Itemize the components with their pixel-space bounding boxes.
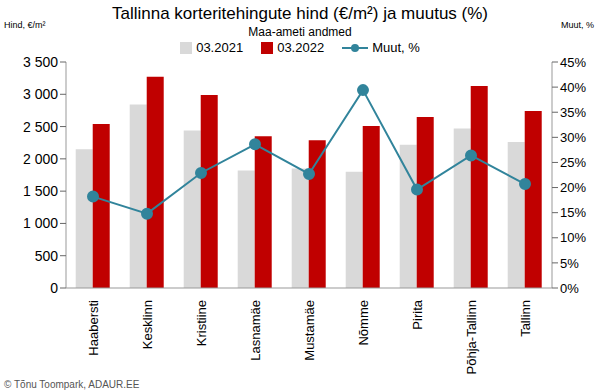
svg-text:10%: 10% xyxy=(560,230,586,245)
svg-text:40%: 40% xyxy=(560,80,586,95)
html-text:Muut, %: Muut, % xyxy=(372,40,420,55)
svg-text:Pirita: Pirita xyxy=(410,299,425,329)
svg-text:3 500: 3 500 xyxy=(23,54,58,70)
svg-text:25%: 25% xyxy=(560,155,586,170)
svg-text:2 000: 2 000 xyxy=(23,151,58,167)
html-text:Hind, €/m²: Hind, €/m² xyxy=(4,20,46,30)
svg-text:Haabersti: Haabersti xyxy=(86,300,101,356)
svg-text:Kristiine: Kristiine xyxy=(194,300,209,346)
svg-text:Lasnamäe: Lasnamäe xyxy=(248,300,263,361)
svg-text:Nõmme: Nõmme xyxy=(356,300,371,346)
html-text:03.2021: 03.2021 xyxy=(196,40,244,55)
svg-text:30%: 30% xyxy=(560,130,586,145)
svg-text:15%: 15% xyxy=(560,205,586,220)
svg-text:Põhja-Tallinn: Põhja-Tallinn xyxy=(464,300,479,374)
svg-text:2 500: 2 500 xyxy=(23,119,58,135)
svg-text:Tallinn: Tallinn xyxy=(518,300,533,337)
svg-text:0: 0 xyxy=(50,280,58,296)
svg-text:0%: 0% xyxy=(560,281,579,296)
html-text:03.2022: 03.2022 xyxy=(277,40,325,55)
svg-text:5%: 5% xyxy=(560,256,579,271)
svg-text:Kesklinn: Kesklinn xyxy=(140,300,155,349)
html-text:Maa-ameti andmed: Maa-ameti andmed xyxy=(248,25,352,39)
svg-text:35%: 35% xyxy=(560,105,586,120)
html-text:Tallinna korteritehingute hind: Tallinna korteritehingute hind (€/m²) ja… xyxy=(112,4,488,23)
svg-text:Mustamäe: Mustamäe xyxy=(302,300,317,361)
svg-text:45%: 45% xyxy=(560,55,586,70)
svg-text:1 000: 1 000 xyxy=(23,215,58,231)
html-text:Muut, %: Muut, % xyxy=(561,20,594,30)
svg-text:20%: 20% xyxy=(560,180,586,195)
svg-text:3 000: 3 000 xyxy=(23,86,58,102)
svg-text:1 500: 1 500 xyxy=(23,183,58,199)
svg-text:500: 500 xyxy=(35,248,59,264)
html-text:© Tõnu Toompark, ADAUR.EE: © Tõnu Toompark, ADAUR.EE xyxy=(4,379,140,390)
